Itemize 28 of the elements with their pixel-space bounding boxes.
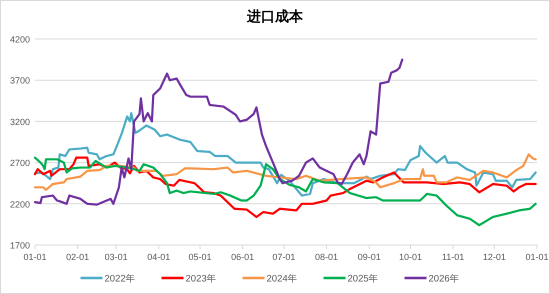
y-tick-label: 1700 — [10, 240, 30, 250]
x-tick-label: 11-01 — [442, 252, 464, 262]
line-series — [34, 58, 404, 206]
legend-label: 2022年 — [104, 272, 136, 284]
y-tick-label: 4200 — [10, 34, 30, 44]
x-tick-label: 03-01 — [104, 252, 128, 262]
legend-label: 2025年 — [348, 272, 379, 284]
x-tick-label: 07-01 — [272, 252, 296, 262]
line-series — [34, 112, 537, 197]
chart-title: 进口成本 — [246, 8, 304, 24]
x-tick-label: 02-01 — [66, 252, 90, 262]
x-tick-label: 04-01 — [147, 252, 170, 262]
line-series — [34, 153, 537, 191]
y-tick-label: 3700 — [10, 76, 30, 86]
x-tick-label: 09-01 — [358, 252, 381, 262]
legend-label: 2023年 — [186, 272, 217, 284]
y-tick-label: 3200 — [10, 116, 30, 127]
x-tick-label: 01-01 — [525, 252, 549, 262]
y-tick-label: 2200 — [10, 199, 30, 210]
x-tick-label: 10-01 — [398, 252, 422, 262]
x-tick-label: 08-01 — [315, 252, 338, 262]
y-tick-label: 2700 — [10, 158, 30, 168]
x-tick-label: 05-01 — [188, 252, 212, 262]
legend-label: 2024年 — [266, 272, 298, 284]
x-tick-label: 06-01 — [231, 252, 254, 262]
x-tick-label: 12-01 — [482, 252, 506, 262]
x-tick-label: 01-01 — [23, 252, 47, 262]
legend-label: 2026年 — [428, 272, 460, 284]
